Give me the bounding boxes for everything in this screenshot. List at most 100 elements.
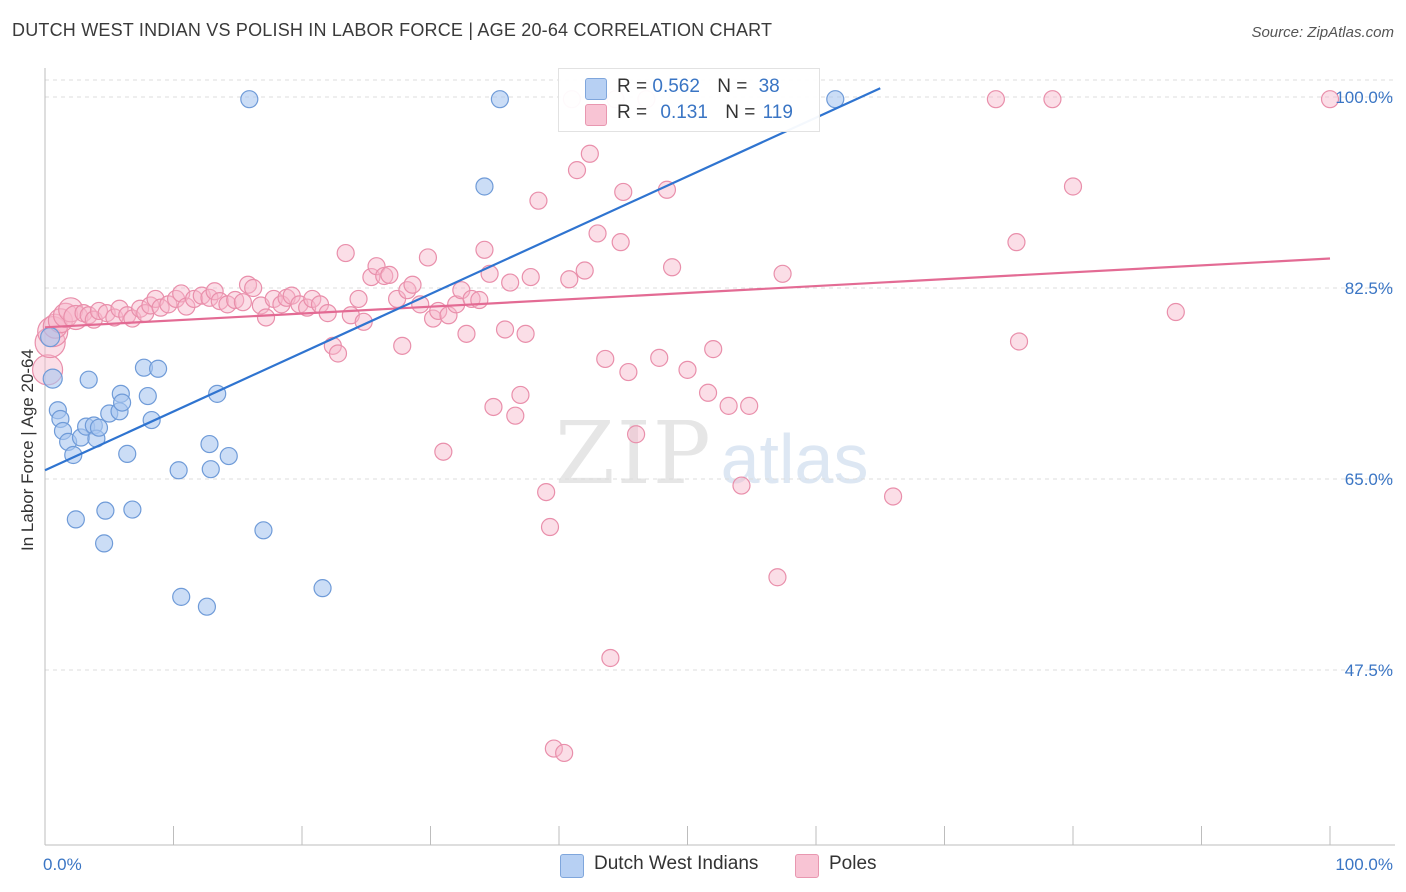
poles-point	[516, 324, 535, 343]
dutch-west-indians-point	[313, 579, 332, 598]
dutch-west-indians-point	[118, 444, 137, 463]
poles-point	[614, 182, 633, 202]
dutch-west-indians-point	[40, 327, 61, 348]
pink-swatch	[585, 104, 607, 126]
poles-point	[773, 264, 792, 283]
source-label: Source: ZipAtlas.com	[1251, 24, 1394, 41]
poles-point	[560, 270, 579, 289]
poles-point	[768, 568, 787, 587]
watermark-zip: ZIP	[555, 404, 713, 504]
poles-point	[698, 383, 718, 402]
poles-points	[31, 90, 1340, 763]
legend-label: Dutch West Indians	[594, 853, 759, 874]
poles-point	[506, 406, 525, 425]
dutch-west-indians-point	[200, 434, 219, 454]
poles-point	[678, 360, 697, 379]
poles-point	[596, 349, 615, 369]
poles-point	[575, 261, 594, 280]
poles-point	[393, 336, 412, 355]
dutch-west-indians-point	[197, 597, 217, 616]
poles-point	[403, 275, 422, 294]
n-label: N =	[725, 102, 756, 123]
dutch-west-indians-point	[42, 368, 63, 389]
poles-point	[732, 476, 751, 495]
watermark-atlas: atlas	[720, 420, 869, 498]
dutch-west-indians-point	[79, 370, 98, 389]
poles-point	[233, 293, 252, 312]
poles-point	[470, 290, 489, 310]
poles-point	[205, 282, 224, 301]
poles-point	[650, 348, 669, 367]
poles-point	[544, 739, 563, 758]
poles-point	[986, 90, 1006, 109]
poles-point	[740, 396, 759, 415]
dutch-west-indians-points	[40, 90, 845, 616]
grid-lines	[45, 79, 1395, 671]
x-tick-label: 100.0%	[1335, 855, 1393, 874]
y-tick-label: 47.5%	[1345, 661, 1393, 680]
poles-point	[398, 281, 417, 300]
dutch-west-indians-trend-line	[44, 87, 881, 472]
poles-point	[883, 487, 903, 506]
n-label: N =	[717, 76, 748, 97]
pink-swatch	[795, 854, 819, 878]
poles-point	[540, 517, 560, 537]
dutch-west-indians-point	[172, 587, 191, 606]
r-value: 0.131	[660, 102, 708, 123]
poles-point	[580, 144, 599, 163]
axes	[44, 68, 1395, 846]
dutch-west-indians-point	[66, 510, 85, 529]
poles-point	[434, 442, 453, 461]
poles-point	[1007, 233, 1026, 252]
dutch-west-indians-point	[112, 393, 132, 412]
watermark: ZIP atlas	[555, 404, 868, 504]
poles-point	[521, 267, 540, 287]
poles-point	[1320, 90, 1340, 109]
dutch-west-indians-point	[219, 446, 238, 466]
r-value: 0.562	[652, 76, 700, 97]
poles-point	[662, 258, 682, 277]
dutch-west-indians-point	[148, 359, 168, 378]
r-label: R =	[617, 76, 648, 97]
poles-point	[418, 248, 438, 267]
poles-point	[619, 362, 638, 382]
poles-point	[177, 297, 196, 316]
y-tick-label: 100.0%	[1335, 88, 1393, 107]
poles-point	[611, 233, 630, 252]
dutch-west-indians-point	[169, 461, 188, 480]
poles-point	[1009, 332, 1029, 351]
legend-label: Poles	[829, 853, 877, 874]
r-label: R =	[617, 102, 648, 123]
dutch-west-indians-point	[254, 521, 273, 540]
dutch-west-indians-point	[475, 177, 494, 196]
poles-point	[529, 191, 548, 210]
chart-title: DUTCH WEST INDIAN VS POLISH IN LABOR FOR…	[12, 20, 773, 40]
poles-point	[626, 425, 646, 444]
poles-point	[511, 385, 530, 405]
n-value: 38	[758, 76, 780, 97]
poles-point	[362, 267, 381, 287]
dutch-west-indians-point	[96, 501, 115, 520]
tick-labels: 47.5% 65.0% 82.5% 100.0% 0.0% 100.0%	[43, 88, 1393, 874]
dutch-west-indians-point	[123, 500, 142, 519]
poles-point	[501, 273, 520, 292]
n-value: 119	[762, 102, 793, 123]
poles-point	[256, 308, 276, 327]
blue-swatch	[560, 854, 584, 878]
dutch-west-indians-point	[201, 460, 220, 479]
y-tick-label: 82.5%	[1345, 279, 1393, 298]
y-axis-label: In Labor Force | Age 20-64	[18, 200, 38, 700]
trend-lines	[44, 87, 1331, 472]
poles-point	[380, 265, 399, 285]
poles-point	[567, 161, 587, 180]
dutch-west-indians-point	[138, 386, 157, 406]
y-tick-label: 65.0%	[1345, 470, 1393, 489]
blue-swatch	[585, 78, 607, 100]
poles-point	[1166, 302, 1185, 322]
dutch-west-indians-point	[95, 534, 114, 553]
poles-point	[238, 275, 258, 294]
dutch-west-indians-point	[490, 90, 509, 109]
poles-point	[719, 396, 738, 415]
poles-point	[1043, 90, 1062, 109]
